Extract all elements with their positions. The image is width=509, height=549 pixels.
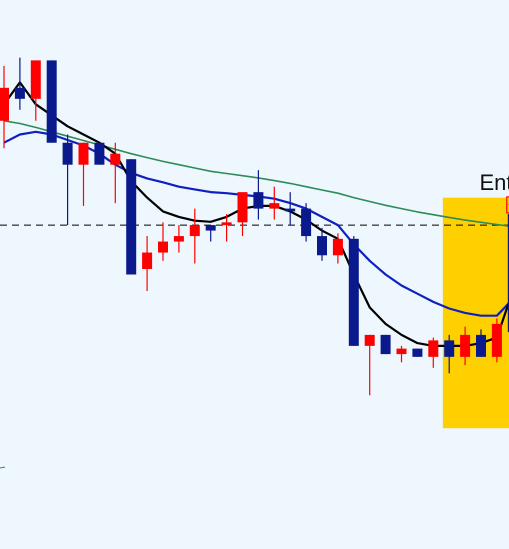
- candle-body: [78, 142, 89, 165]
- candle-12: [189, 208, 200, 264]
- candle-30: [476, 329, 486, 357]
- candle-19: [301, 203, 312, 242]
- candle-4: [62, 134, 73, 226]
- candle-body: [285, 208, 296, 212]
- candle-7: [110, 142, 121, 204]
- candle-14: [221, 214, 232, 242]
- candles-layer: [0, 57, 509, 396]
- candle-2: [30, 60, 41, 121]
- candle-body: [476, 334, 486, 357]
- candle-10: [158, 222, 168, 261]
- candle-body: [412, 348, 423, 357]
- candle-body: [380, 334, 391, 355]
- candle-body: [0, 87, 9, 121]
- candle-32: [507, 214, 509, 333]
- candle-body: [205, 225, 216, 231]
- candle-body: [269, 203, 280, 209]
- enter-annotation: Enter: [480, 170, 509, 195]
- down-arrow-icon: [506, 196, 509, 214]
- candle-body: [62, 142, 73, 165]
- candle-6: [94, 142, 105, 165]
- candle-21: [332, 233, 343, 264]
- candle-body: [142, 252, 153, 270]
- candle-body: [189, 225, 200, 237]
- candle-25: [396, 345, 407, 363]
- candle-body: [14, 87, 25, 99]
- candle-body: [348, 238, 359, 346]
- candle-body: [428, 340, 439, 357]
- candle-body: [507, 214, 509, 333]
- annotation-layer: Enter: [480, 170, 509, 214]
- candle-22: [348, 236, 359, 346]
- candle-body: [444, 340, 455, 357]
- candle-26: [412, 348, 423, 357]
- candle-27: [428, 337, 439, 368]
- candle-16: [253, 170, 264, 220]
- candle-body: [46, 60, 57, 143]
- candle-body: [110, 153, 121, 165]
- candle-body: [460, 334, 471, 357]
- candle-body: [221, 222, 232, 226]
- candle-8: [126, 159, 137, 275]
- candle-body: [301, 208, 312, 237]
- candle-3: [46, 60, 57, 143]
- candle-24: [380, 334, 391, 355]
- candle-17: [269, 186, 280, 220]
- candle-15: [237, 192, 248, 237]
- candle-13: [205, 225, 216, 242]
- candle-body: [126, 159, 137, 275]
- candle-body: [158, 241, 168, 253]
- entry-highlight-box: [442, 197, 509, 429]
- candle-31: [491, 318, 502, 363]
- candle-body: [30, 60, 41, 99]
- candle-body: [396, 348, 407, 355]
- candle-9: [142, 236, 153, 291]
- candle-body: [332, 238, 343, 256]
- candle-body: [173, 236, 184, 242]
- candle-18: [285, 192, 296, 226]
- candle-body: [364, 334, 375, 346]
- highlight-layer: [442, 197, 509, 429]
- candle-body: [94, 142, 105, 165]
- arrow-frame: [506, 196, 509, 214]
- candle-29: [460, 326, 471, 366]
- axis-tick-mark: [0, 466, 6, 469]
- candle-body: [317, 236, 327, 256]
- candle-body: [237, 192, 248, 223]
- ma-slow-line: [3, 120, 509, 227]
- candle-body: [253, 192, 264, 209]
- candle-23: [364, 334, 375, 396]
- candle-0: [0, 65, 9, 149]
- candle-11: [173, 225, 184, 253]
- candle-28: [444, 334, 455, 374]
- candle-1: [14, 57, 25, 110]
- candle-5: [78, 142, 89, 206]
- candle-20: [317, 227, 327, 261]
- candle-body: [491, 323, 502, 357]
